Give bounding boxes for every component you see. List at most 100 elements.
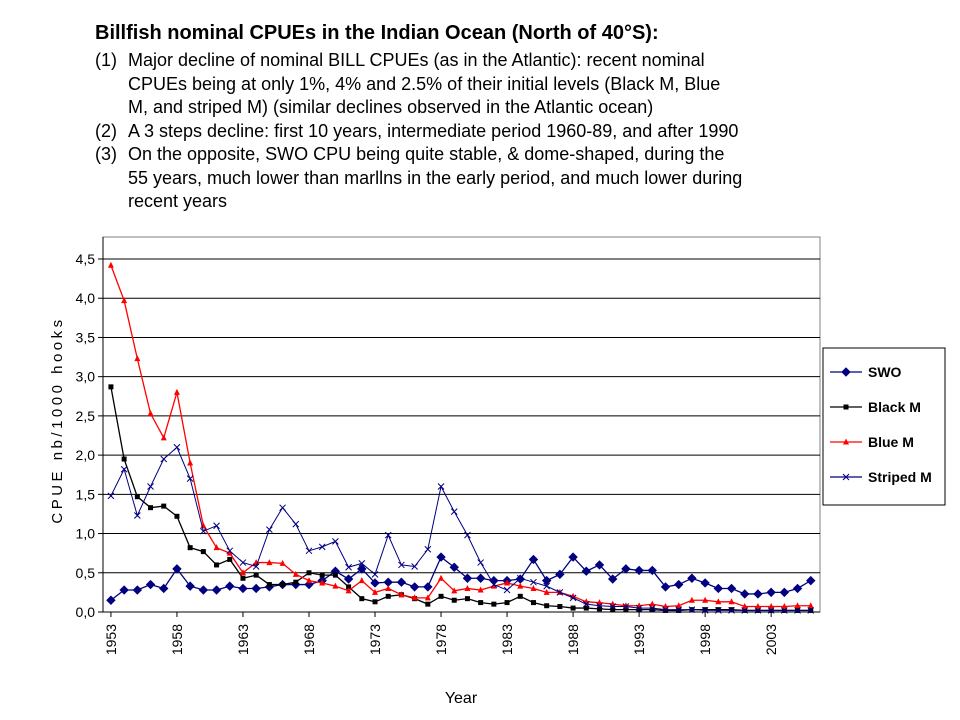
marker [555,569,565,580]
marker [185,581,195,591]
marker [648,604,656,612]
y-tick-label: 2,0 [76,447,96,463]
list-item: (1) Major decline of nominal BILL CPUEs (… [95,49,955,120]
marker [516,574,524,582]
marker [596,602,603,610]
marker [332,582,339,589]
series-line [110,446,811,611]
marker [318,543,326,551]
marker [449,562,459,572]
marker [370,578,380,588]
marker [200,527,207,535]
marker [649,607,655,613]
marker [200,549,206,555]
marker [766,587,776,598]
marker [266,559,273,566]
marker [173,443,181,451]
marker [411,563,418,570]
marker [556,589,564,596]
marker [240,575,246,581]
marker [211,585,222,595]
marker [411,594,418,601]
marker [754,607,762,614]
marker [106,595,116,605]
marker [213,544,220,551]
y-axis-label: CPUE nb/1000 hooks [49,316,66,523]
marker [319,572,325,578]
list-item: (3) On the opposite, SWO CPU being quite … [95,143,955,214]
list-item: (2) A 3 steps decline: first 10 years, in… [95,120,955,144]
marker [161,503,167,509]
marker [728,607,735,614]
marker [543,582,551,590]
marker [293,579,299,585]
marker [438,593,444,599]
marker [214,562,220,568]
marker [636,607,642,613]
item-line: A 3 steps decline: first 10 years, inter… [128,120,739,141]
marker [372,599,378,605]
marker [477,586,484,593]
marker [700,578,710,588]
marker [843,438,849,445]
marker [610,607,616,613]
marker [252,563,260,570]
marker [304,579,314,590]
marker [132,585,143,595]
y-tick-label: 2,5 [76,408,96,424]
marker [729,607,735,613]
y-tick-label: 3,5 [76,329,96,345]
marker [768,603,775,610]
plot-area [102,236,821,613]
legend-label: Black M [868,399,921,415]
marker [713,583,724,594]
marker [714,607,722,614]
series-markers [107,443,815,614]
y-tick-label: 4,5 [76,251,96,267]
marker [306,570,312,576]
marker [305,547,313,555]
marker [544,603,550,609]
marker [198,585,209,595]
marker [594,560,605,570]
marker [266,526,273,533]
marker [451,597,457,603]
marker [660,582,671,592]
marker [607,574,618,584]
marker [582,600,590,608]
marker [226,547,234,555]
marker [517,593,523,599]
marker [754,603,761,610]
marker [688,596,695,603]
marker [649,600,656,607]
marker [726,583,737,594]
marker [438,574,445,581]
marker [728,598,735,605]
marker [779,587,790,598]
marker [675,606,683,614]
title: Billfish nominal CPUEs in the Indian Oce… [95,22,659,44]
marker [504,579,511,586]
marker [702,596,709,603]
marker [475,573,486,583]
legend-label: SWO [868,364,902,380]
marker [319,579,326,586]
item-number: (3) [95,144,117,164]
marker [517,582,524,589]
marker [385,593,391,599]
marker [621,564,631,574]
marker [647,565,658,576]
marker [107,492,115,500]
item-line: On the opposite, SWO CPU being quite sta… [128,144,725,164]
marker [674,579,684,590]
marker [807,607,815,614]
marker [557,604,563,610]
marker [305,577,312,584]
x-tick-label: 1983 [499,624,515,655]
legend [822,347,946,506]
marker [623,607,629,613]
marker [676,607,682,613]
marker [133,512,141,519]
marker [715,607,721,613]
